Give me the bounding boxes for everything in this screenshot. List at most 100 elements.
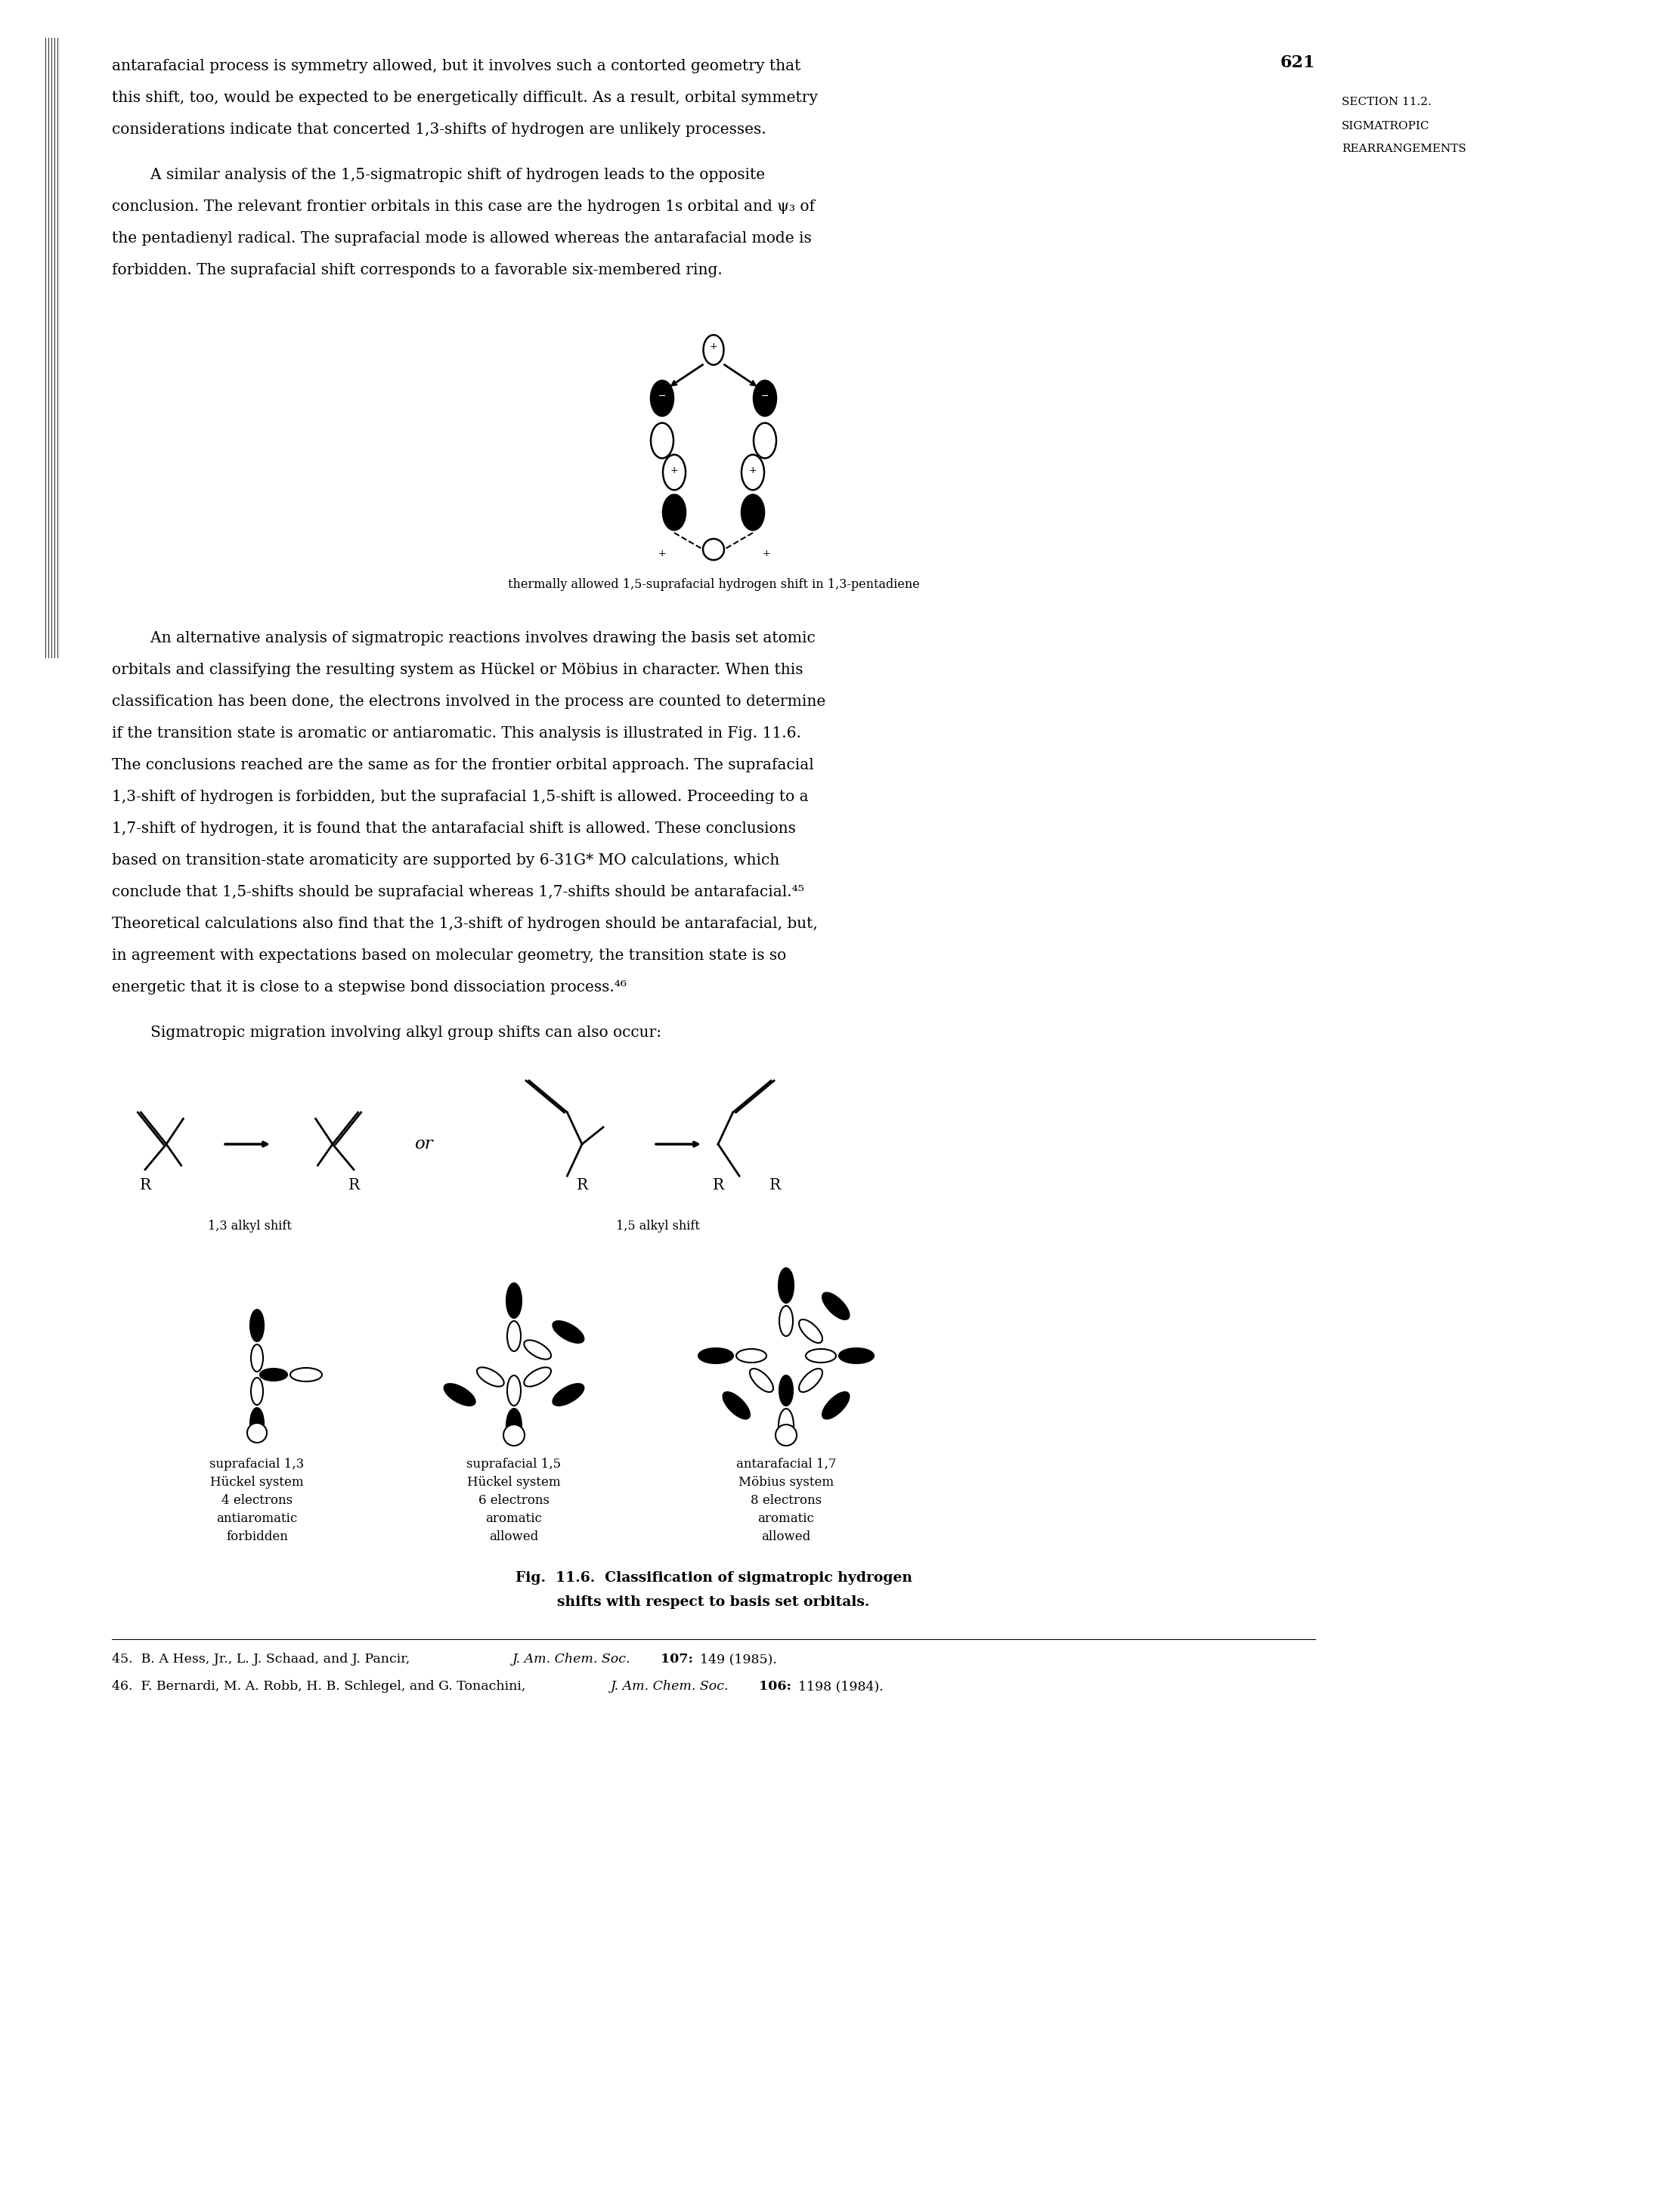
Text: An alternative analysis of sigmatropic reactions involves drawing the basis set : An alternative analysis of sigmatropic r… — [112, 630, 816, 646]
Ellipse shape — [477, 1367, 504, 1387]
Ellipse shape — [806, 1349, 836, 1363]
Text: 1,3 alkyl shift: 1,3 alkyl shift — [208, 1219, 291, 1232]
Text: if the transition state is aromatic or antiaromatic. This analysis is illustrate: if the transition state is aromatic or a… — [112, 726, 801, 741]
Text: 1,3-shift of hydrogen is forbidden, but the suprafacial 1,5-shift is allowed. Pr: 1,3-shift of hydrogen is forbidden, but … — [112, 790, 809, 805]
Text: +: + — [658, 549, 667, 557]
Text: R: R — [576, 1179, 588, 1192]
Ellipse shape — [260, 1369, 286, 1380]
Text: aromatic: aromatic — [757, 1513, 814, 1524]
Text: Fig.  11.6.  Classification of sigmatropic hydrogen: Fig. 11.6. Classification of sigmatropic… — [516, 1571, 911, 1584]
Ellipse shape — [742, 495, 764, 531]
Text: Hückel system: Hückel system — [467, 1475, 561, 1489]
Text: J. Am. Chem. Soc.: J. Am. Chem. Soc. — [611, 1679, 729, 1692]
Ellipse shape — [663, 456, 685, 491]
Ellipse shape — [553, 1321, 585, 1343]
Ellipse shape — [508, 1376, 521, 1405]
Text: R: R — [139, 1179, 151, 1192]
Text: energetic that it is close to a stepwise bond dissociation process.⁴⁶: energetic that it is close to a stepwise… — [112, 980, 626, 995]
Ellipse shape — [506, 1283, 521, 1318]
Text: forbidden: forbidden — [226, 1531, 288, 1544]
Ellipse shape — [779, 1305, 792, 1336]
Text: this shift, too, would be expected to be energetically difficult. As a result, o: this shift, too, would be expected to be… — [112, 91, 817, 104]
Text: −: − — [658, 392, 667, 400]
Ellipse shape — [779, 1267, 794, 1303]
Ellipse shape — [779, 1376, 792, 1405]
Text: considerations indicate that concerted 1,3-shifts of hydrogen are unlikely proce: considerations indicate that concerted 1… — [112, 122, 765, 137]
Ellipse shape — [250, 1310, 263, 1340]
Ellipse shape — [652, 380, 673, 416]
Text: 1,5 alkyl shift: 1,5 alkyl shift — [616, 1219, 700, 1232]
Text: Theoretical calculations also find that the 1,3-shift of hydrogen should be anta: Theoretical calculations also find that … — [112, 916, 817, 931]
Text: SECTION 11.2.: SECTION 11.2. — [1342, 97, 1432, 108]
Text: in agreement with expectations based on molecular geometry, the transition state: in agreement with expectations based on … — [112, 949, 786, 962]
Text: 1198 (1984).: 1198 (1984). — [799, 1679, 883, 1692]
Ellipse shape — [553, 1385, 585, 1405]
Text: 8 electrons: 8 electrons — [750, 1493, 822, 1506]
Ellipse shape — [799, 1369, 822, 1391]
Text: R: R — [348, 1179, 360, 1192]
Text: 4 electrons: 4 electrons — [221, 1493, 293, 1506]
Ellipse shape — [248, 1422, 266, 1442]
Text: Möbius system: Möbius system — [739, 1475, 834, 1489]
Ellipse shape — [250, 1407, 263, 1440]
Ellipse shape — [737, 1349, 767, 1363]
Text: forbidden. The suprafacial shift corresponds to a favorable six-membered ring.: forbidden. The suprafacial shift corresp… — [112, 263, 722, 276]
Ellipse shape — [508, 1321, 521, 1352]
Text: 6 electrons: 6 electrons — [479, 1493, 549, 1506]
Text: REARRANGEMENTS: REARRANGEMENTS — [1342, 144, 1466, 155]
Text: the pentadienyl radical. The suprafacial mode is allowed whereas the antarafacia: the pentadienyl radical. The suprafacial… — [112, 232, 812, 246]
Text: J. Am. Chem. Soc.: J. Am. Chem. Soc. — [513, 1652, 631, 1666]
Text: Hückel system: Hückel system — [211, 1475, 303, 1489]
Ellipse shape — [724, 1391, 750, 1418]
Text: SIGMATROPIC: SIGMATROPIC — [1342, 122, 1430, 131]
Text: allowed: allowed — [762, 1531, 811, 1544]
Ellipse shape — [524, 1340, 551, 1360]
Ellipse shape — [779, 1409, 794, 1444]
Text: +: + — [749, 465, 757, 476]
Text: +: + — [762, 549, 771, 557]
Ellipse shape — [776, 1425, 797, 1447]
Text: classification has been done, the electrons involved in the process are counted : classification has been done, the electr… — [112, 695, 826, 708]
Ellipse shape — [506, 1409, 521, 1444]
Text: 621: 621 — [1280, 55, 1315, 71]
Text: antarafacial process is symmetry allowed, but it involves such a contorted geome: antarafacial process is symmetry allowed… — [112, 60, 801, 73]
Text: R: R — [769, 1179, 781, 1192]
Text: 106:: 106: — [754, 1679, 791, 1692]
Text: −: − — [760, 392, 769, 400]
Text: based on transition-state aromaticity are supported by 6-31G* MO calculations, w: based on transition-state aromaticity ar… — [112, 854, 779, 867]
Ellipse shape — [799, 1321, 822, 1343]
Text: conclusion. The relevant frontier orbitals in this case are the hydrogen 1s orbi: conclusion. The relevant frontier orbita… — [112, 199, 814, 215]
Ellipse shape — [663, 495, 685, 531]
Text: orbitals and classifying the resulting system as Hückel or Möbius in character. : orbitals and classifying the resulting s… — [112, 664, 802, 677]
Text: +: + — [670, 465, 678, 476]
Ellipse shape — [251, 1345, 263, 1371]
Ellipse shape — [822, 1292, 849, 1321]
Text: conclude that 1,5-shifts should be suprafacial whereas 1,7-shifts should be anta: conclude that 1,5-shifts should be supra… — [112, 885, 804, 900]
Text: antiaromatic: antiaromatic — [216, 1513, 298, 1524]
Text: or: or — [414, 1135, 432, 1152]
Ellipse shape — [652, 422, 673, 458]
Text: +: + — [710, 343, 717, 352]
Ellipse shape — [703, 334, 724, 365]
Text: aromatic: aromatic — [486, 1513, 543, 1524]
Text: thermally allowed 1,5-suprafacial hydrogen shift in 1,3-pentadiene: thermally allowed 1,5-suprafacial hydrog… — [508, 577, 920, 591]
Text: 45.  B. A Hess, Jr., L. J. Schaad, and J. Pancir,: 45. B. A Hess, Jr., L. J. Schaad, and J.… — [112, 1652, 414, 1666]
Ellipse shape — [742, 456, 764, 491]
Ellipse shape — [754, 422, 776, 458]
Text: R: R — [712, 1179, 724, 1192]
Text: 107:: 107: — [657, 1652, 693, 1666]
Ellipse shape — [822, 1391, 849, 1418]
Text: antarafacial 1,7: antarafacial 1,7 — [735, 1458, 836, 1471]
Text: suprafacial 1,3: suprafacial 1,3 — [209, 1458, 305, 1471]
Text: 1,7-shift of hydrogen, it is found that the antarafacial shift is allowed. These: 1,7-shift of hydrogen, it is found that … — [112, 821, 796, 836]
Text: shifts with respect to basis set orbitals.: shifts with respect to basis set orbital… — [558, 1595, 869, 1608]
Ellipse shape — [698, 1347, 734, 1363]
Text: The conclusions reached are the same as for the frontier orbital approach. The s: The conclusions reached are the same as … — [112, 759, 814, 772]
Text: allowed: allowed — [489, 1531, 539, 1544]
Ellipse shape — [754, 380, 776, 416]
Text: 149 (1985).: 149 (1985). — [700, 1652, 777, 1666]
Ellipse shape — [524, 1367, 551, 1387]
Ellipse shape — [703, 540, 724, 560]
Ellipse shape — [444, 1385, 476, 1405]
Text: 46.  F. Bernardi, M. A. Robb, H. B. Schlegel, and G. Tonachini,: 46. F. Bernardi, M. A. Robb, H. B. Schle… — [112, 1679, 529, 1692]
